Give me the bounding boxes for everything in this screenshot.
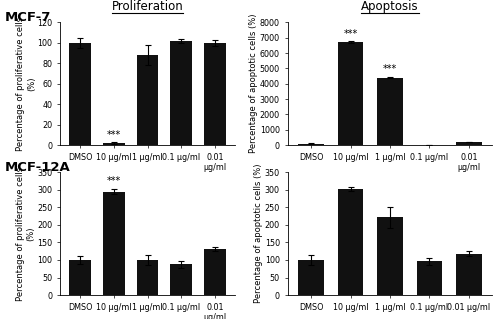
Bar: [298, 144, 324, 145]
Bar: [204, 249, 226, 295]
Text: Apoptosis: Apoptosis: [361, 0, 419, 12]
Bar: [204, 43, 226, 145]
Bar: [377, 217, 403, 295]
Y-axis label: Percentage of apoptotic cells (%): Percentage of apoptotic cells (%): [250, 14, 258, 153]
Bar: [136, 55, 158, 145]
Text: ***: ***: [383, 64, 397, 74]
Y-axis label: Percentage of apoptotic cells (%): Percentage of apoptotic cells (%): [254, 164, 263, 303]
Bar: [136, 260, 158, 295]
Bar: [298, 260, 324, 295]
Bar: [170, 41, 192, 145]
Bar: [103, 143, 125, 145]
Bar: [70, 260, 91, 295]
Bar: [70, 43, 91, 145]
Bar: [416, 261, 442, 295]
Bar: [338, 42, 363, 145]
Text: ***: ***: [106, 130, 121, 140]
Bar: [338, 189, 363, 295]
Y-axis label: Percentage of proliferative cells
(%): Percentage of proliferative cells (%): [16, 167, 36, 301]
Y-axis label: Percentage of proliferative cells
(%): Percentage of proliferative cells (%): [16, 17, 36, 151]
Text: ***: ***: [344, 29, 357, 39]
Bar: [456, 254, 481, 295]
Bar: [103, 191, 125, 295]
Text: MCF-12A: MCF-12A: [5, 161, 71, 174]
Text: Proliferation: Proliferation: [112, 0, 184, 12]
Bar: [377, 78, 403, 145]
Bar: [456, 142, 481, 145]
Text: ***: ***: [106, 176, 121, 186]
Bar: [170, 264, 192, 295]
Text: MCF-7: MCF-7: [5, 11, 52, 24]
